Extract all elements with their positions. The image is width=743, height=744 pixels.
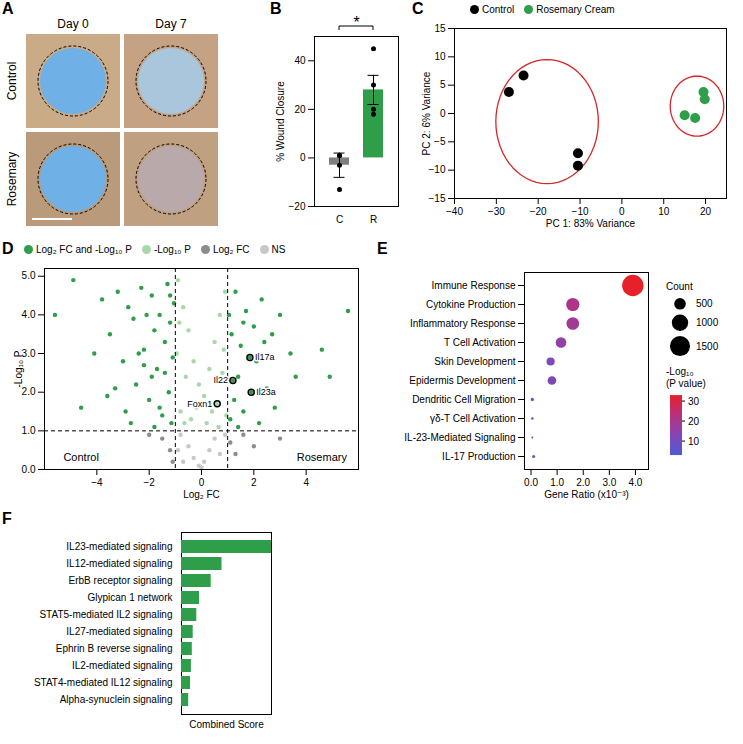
svg-text:5.0: 5.0 — [22, 270, 36, 281]
svg-text:Foxn1: Foxn1 — [187, 399, 212, 409]
svg-text:Day 7: Day 7 — [155, 17, 187, 31]
svg-text:3.0: 3.0 — [602, 477, 616, 488]
svg-text:0: 0 — [199, 477, 205, 488]
svg-text:Il17a: Il17a — [255, 352, 275, 362]
svg-text:3.0: 3.0 — [22, 348, 36, 359]
svg-text:Cytokine Production: Cytokine Production — [426, 299, 516, 310]
svg-text:T Cell Activation: T Cell Activation — [444, 337, 516, 348]
svg-text:STAT4-mediated IL12 signaling: STAT4-mediated IL12 signaling — [34, 677, 173, 688]
svg-text:Epidermis Development: Epidermis Development — [409, 375, 515, 386]
svg-text:STAT5-mediated IL2 signaling: STAT5-mediated IL2 signaling — [39, 609, 172, 620]
svg-text:Glypican 1 network: Glypican 1 network — [87, 592, 173, 603]
svg-text:Il22: Il22 — [213, 375, 228, 385]
svg-text:−15: −15 — [429, 193, 446, 204]
svg-text:IL27-mediated signaling: IL27-mediated signaling — [66, 626, 172, 637]
html-text:F: F — [2, 510, 12, 527]
svg-text:PC 2: 6% Variance: PC 2: 6% Variance — [421, 71, 432, 155]
html-text:NS: NS — [271, 244, 286, 255]
svg-text:IL-17 Production: IL-17 Production — [442, 451, 515, 462]
svg-text:30: 30 — [688, 396, 700, 407]
svg-text:5: 5 — [440, 79, 446, 90]
svg-text:20: 20 — [688, 416, 700, 427]
svg-text:4: 4 — [303, 477, 309, 488]
svg-text:Rosemary: Rosemary — [297, 451, 348, 463]
html-text:A: A — [2, 0, 14, 17]
svg-text:Combined Score: Combined Score — [189, 719, 264, 730]
svg-text:IL2-mediated signaling: IL2-mediated signaling — [72, 660, 173, 671]
svg-text:−10: −10 — [429, 164, 446, 175]
svg-text:Gene Ratio (x10⁻³): Gene Ratio (x10⁻³) — [544, 489, 629, 500]
svg-text:-Log₁₀ P: -Log₁₀ P — [13, 350, 24, 387]
html-text:-Log₁₀ P: -Log₁₀ P — [153, 244, 191, 255]
svg-text:Log₂ FC: Log₂ FC — [183, 489, 220, 500]
svg-text:Il23a: Il23a — [256, 387, 276, 397]
svg-text:15: 15 — [434, 23, 446, 34]
svg-text:IL12-mediated signaling: IL12-mediated signaling — [66, 558, 172, 569]
svg-text:(P value): (P value) — [666, 378, 706, 389]
svg-text:−2: −2 — [143, 477, 155, 488]
svg-text:20: 20 — [294, 104, 306, 115]
svg-text:2: 2 — [251, 477, 257, 488]
html-text:Log₂ FC and -Log₁₀ P: Log₂ FC and -Log₁₀ P — [36, 244, 132, 255]
svg-text:−20: −20 — [530, 206, 547, 217]
svg-text:% Wound Closure: % Wound Closure — [275, 81, 286, 162]
svg-text:0: 0 — [300, 152, 306, 163]
html-text:Log₂ FC: Log₂ FC — [212, 244, 250, 255]
html-text:C: C — [412, 0, 424, 17]
svg-text:Alpha-synuclein signaling: Alpha-synuclein signaling — [60, 694, 173, 705]
svg-text:Skin Development: Skin Development — [434, 356, 515, 367]
svg-text:0.0: 0.0 — [22, 464, 36, 475]
svg-text:500: 500 — [696, 298, 713, 309]
svg-text:0.0: 0.0 — [524, 477, 538, 488]
svg-text:1.0: 1.0 — [550, 477, 564, 488]
svg-text:Control: Control — [5, 62, 19, 101]
svg-text:−5: −5 — [434, 136, 446, 147]
svg-text:Inflammatory Response: Inflammatory Response — [410, 318, 516, 329]
html-text:D: D — [2, 240, 14, 257]
svg-text:PC 1: 83% Variance: PC 1: 83% Variance — [546, 218, 636, 229]
svg-text:1500: 1500 — [696, 341, 719, 352]
svg-text:1.0: 1.0 — [22, 425, 36, 436]
svg-text:0: 0 — [440, 108, 446, 119]
svg-text:−40: −40 — [446, 206, 463, 217]
svg-text:IL23-mediated signaling: IL23-mediated signaling — [66, 541, 172, 552]
svg-text:Control: Control — [63, 451, 98, 463]
svg-text:2.0: 2.0 — [22, 386, 36, 397]
svg-text:2.0: 2.0 — [576, 477, 590, 488]
svg-text:10: 10 — [434, 51, 446, 62]
svg-text:Immune Response: Immune Response — [432, 280, 516, 291]
svg-text:IL-23-Mediated Signaling: IL-23-Mediated Signaling — [404, 432, 515, 443]
svg-text:Dendritic Cell Migration: Dendritic Cell Migration — [412, 394, 515, 405]
svg-text:R: R — [370, 214, 377, 225]
svg-text:0: 0 — [619, 206, 625, 217]
svg-text:−30: −30 — [488, 206, 505, 217]
svg-text:Count: Count — [666, 281, 693, 292]
svg-text:−4: −4 — [91, 477, 103, 488]
svg-text:γδ-T Cell Activation: γδ-T Cell Activation — [430, 413, 515, 424]
svg-text:C: C — [336, 214, 343, 225]
svg-text:*: * — [353, 14, 359, 31]
html-text:E: E — [377, 240, 388, 257]
svg-text:4.0: 4.0 — [22, 309, 36, 320]
svg-text:Rosemary: Rosemary — [5, 152, 19, 207]
html-text:Control: Control — [482, 4, 515, 15]
html-text:Rosemary Cream: Rosemary Cream — [536, 4, 615, 15]
svg-text:−10: −10 — [572, 206, 589, 217]
svg-text:40: 40 — [294, 55, 306, 66]
svg-text:10: 10 — [658, 206, 670, 217]
svg-text:-Log₁₀: -Log₁₀ — [666, 366, 694, 377]
svg-text:Day 0: Day 0 — [57, 17, 89, 31]
svg-text:10: 10 — [688, 436, 700, 447]
svg-text:ErbB receptor signaling: ErbB receptor signaling — [69, 575, 173, 586]
svg-text:1000: 1000 — [696, 317, 719, 328]
svg-text:4.0: 4.0 — [628, 477, 642, 488]
svg-text:Ephrin B reverse signaling: Ephrin B reverse signaling — [56, 643, 173, 654]
html-text:B: B — [270, 0, 282, 17]
svg-text:−20: −20 — [289, 201, 306, 212]
svg-text:20: 20 — [700, 206, 712, 217]
